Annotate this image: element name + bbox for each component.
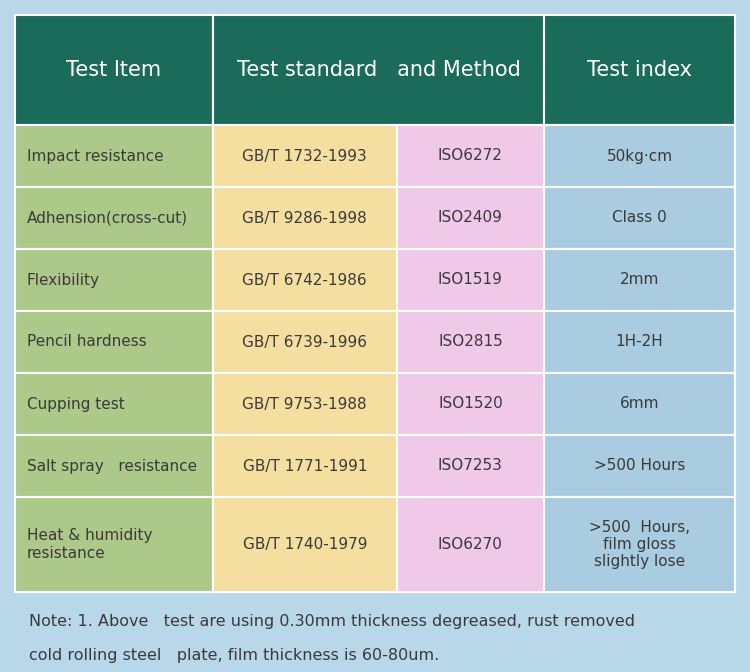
Text: GB/T 1740-1979: GB/T 1740-1979: [242, 537, 367, 552]
Text: GB/T 6742-1986: GB/T 6742-1986: [242, 273, 367, 288]
Bar: [213, 187, 397, 249]
Text: ISO6270: ISO6270: [438, 537, 503, 552]
Bar: [544, 187, 735, 249]
Bar: [213, 435, 397, 497]
Bar: [213, 15, 544, 125]
Bar: [397, 187, 544, 249]
Bar: [15, 187, 213, 249]
Bar: [213, 311, 397, 373]
Bar: [15, 311, 213, 373]
Text: Heat & humidity
resistance: Heat & humidity resistance: [27, 528, 152, 560]
Text: Class 0: Class 0: [612, 210, 667, 226]
Text: Impact resistance: Impact resistance: [27, 149, 164, 163]
Text: Pencil hardness: Pencil hardness: [27, 335, 147, 349]
Bar: [544, 373, 735, 435]
Bar: [544, 125, 735, 187]
Bar: [397, 125, 544, 187]
Bar: [15, 249, 213, 311]
Text: 2mm: 2mm: [620, 273, 659, 288]
Bar: [544, 311, 735, 373]
Bar: [544, 497, 735, 592]
Text: GB/T 9753-1988: GB/T 9753-1988: [242, 396, 367, 411]
Bar: [397, 373, 544, 435]
Bar: [15, 373, 213, 435]
Text: GB/T 9286-1998: GB/T 9286-1998: [242, 210, 368, 226]
Bar: [15, 125, 213, 187]
Bar: [15, 435, 213, 497]
Text: 6mm: 6mm: [620, 396, 659, 411]
Bar: [213, 373, 397, 435]
Bar: [213, 497, 397, 592]
Text: ISO1519: ISO1519: [438, 273, 503, 288]
Text: Cupping test: Cupping test: [27, 396, 124, 411]
Text: ISO2815: ISO2815: [438, 335, 503, 349]
Text: ISO2409: ISO2409: [438, 210, 503, 226]
Text: >500  Hours,
film gloss
slightly lose: >500 Hours, film gloss slightly lose: [589, 519, 690, 569]
Text: GB/T 1732-1993: GB/T 1732-1993: [242, 149, 368, 163]
Bar: [397, 435, 544, 497]
Text: Test standard   and Method: Test standard and Method: [237, 60, 520, 80]
Text: ISO7253: ISO7253: [438, 458, 503, 474]
Text: Test Item: Test Item: [67, 60, 161, 80]
Text: Flexibility: Flexibility: [27, 273, 100, 288]
Bar: [15, 15, 213, 125]
Text: Adhension(cross-cut): Adhension(cross-cut): [27, 210, 188, 226]
Text: 50kg·cm: 50kg·cm: [607, 149, 673, 163]
Text: ISO6272: ISO6272: [438, 149, 503, 163]
Text: GB/T 1771-1991: GB/T 1771-1991: [242, 458, 367, 474]
Bar: [15, 497, 213, 592]
Text: cold rolling steel   plate, film thickness is 60-80um.: cold rolling steel plate, film thickness…: [29, 648, 439, 663]
Text: >500 Hours: >500 Hours: [594, 458, 686, 474]
Bar: [544, 435, 735, 497]
Bar: [397, 249, 544, 311]
Bar: [213, 125, 397, 187]
Bar: [15, 596, 735, 672]
Text: Note: 1. Above   test are using 0.30mm thickness degreased, rust removed: Note: 1. Above test are using 0.30mm thi…: [29, 614, 635, 629]
Text: 1H-2H: 1H-2H: [616, 335, 664, 349]
Bar: [397, 497, 544, 592]
Text: GB/T 6739-1996: GB/T 6739-1996: [242, 335, 368, 349]
Text: ISO1520: ISO1520: [438, 396, 503, 411]
Bar: [397, 311, 544, 373]
Bar: [544, 15, 735, 125]
Bar: [544, 249, 735, 311]
Text: Test index: Test index: [587, 60, 692, 80]
Text: Salt spray   resistance: Salt spray resistance: [27, 458, 197, 474]
Bar: [213, 249, 397, 311]
